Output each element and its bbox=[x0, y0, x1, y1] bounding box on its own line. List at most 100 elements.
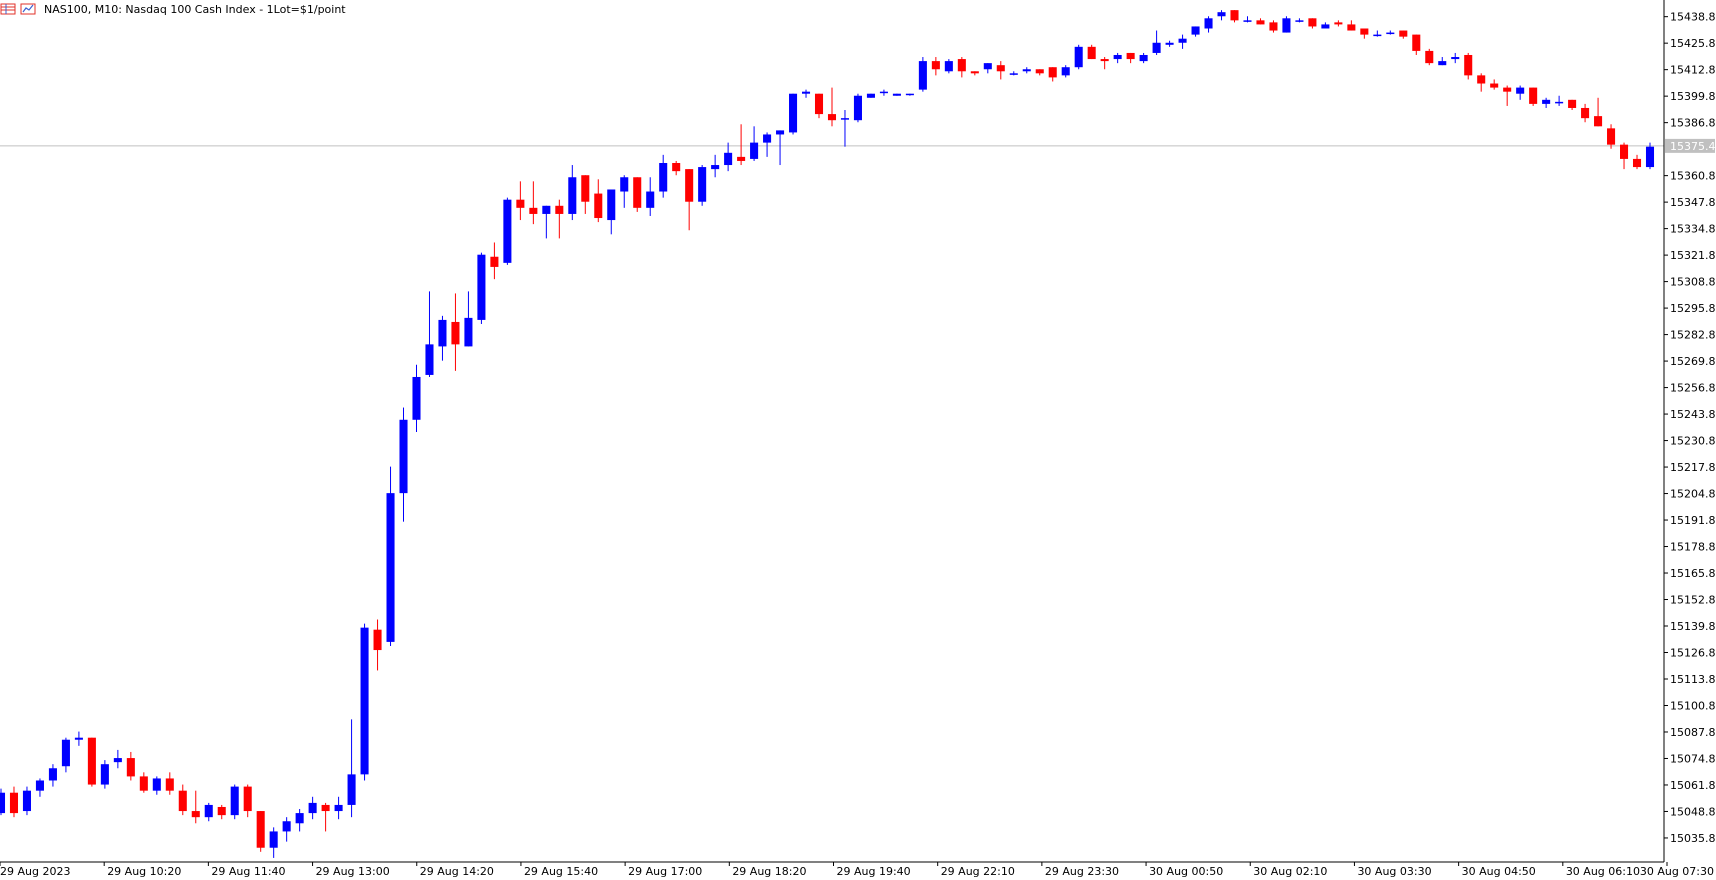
y-tick-label: 15061.8 bbox=[1670, 779, 1716, 792]
y-tick-label: 15191.8 bbox=[1670, 514, 1716, 527]
y-tick-label: 15126.8 bbox=[1670, 647, 1716, 660]
candle-body bbox=[1477, 75, 1486, 84]
candle bbox=[282, 817, 291, 842]
candle bbox=[529, 181, 538, 225]
candle bbox=[1087, 44, 1096, 60]
candle-body bbox=[1048, 67, 1057, 78]
candle-body bbox=[1594, 116, 1603, 127]
candle bbox=[918, 57, 927, 92]
candle-body bbox=[1632, 158, 1642, 168]
candle bbox=[48, 764, 57, 787]
candle-body bbox=[282, 821, 291, 832]
candle bbox=[1594, 97, 1603, 127]
x-tick-label: 29 Aug 11:40 bbox=[211, 865, 285, 878]
candle-body bbox=[191, 811, 200, 818]
candle bbox=[1308, 18, 1317, 29]
candle-body bbox=[646, 191, 655, 208]
candle-body bbox=[1334, 22, 1343, 25]
candle-body bbox=[438, 319, 447, 347]
candle bbox=[451, 293, 460, 371]
candle-body bbox=[217, 806, 226, 816]
candle-body bbox=[905, 93, 914, 96]
candle bbox=[0, 788, 6, 816]
candle bbox=[1256, 18, 1265, 25]
candle-body bbox=[672, 162, 681, 172]
candle-body bbox=[1100, 59, 1109, 62]
candle-body bbox=[1009, 73, 1018, 75]
y-tick-label: 15321.8 bbox=[1670, 249, 1716, 262]
candle-body bbox=[1321, 24, 1330, 29]
candle bbox=[892, 93, 901, 96]
x-tick-label: 29 Aug 22:10 bbox=[941, 865, 1015, 878]
table-icon[interactable] bbox=[0, 2, 16, 16]
candle-body bbox=[918, 61, 927, 90]
y-tick-label: 15269.8 bbox=[1670, 355, 1716, 368]
y-tick-label: 15399.8 bbox=[1670, 90, 1716, 103]
candle-body bbox=[542, 205, 551, 214]
candle bbox=[490, 242, 499, 280]
candle bbox=[1438, 57, 1447, 66]
candle-body bbox=[1204, 18, 1213, 29]
candle-body bbox=[412, 376, 421, 420]
candle-body bbox=[970, 71, 979, 74]
candle bbox=[633, 177, 642, 212]
candle-body bbox=[1464, 54, 1473, 76]
candle-body bbox=[1256, 20, 1265, 25]
candle bbox=[373, 619, 382, 671]
candle bbox=[321, 802, 330, 832]
candle bbox=[516, 181, 525, 221]
candle bbox=[1464, 52, 1473, 80]
candle bbox=[1412, 34, 1421, 55]
candle bbox=[464, 291, 473, 347]
candle bbox=[386, 466, 395, 646]
candle bbox=[594, 179, 603, 223]
candle-body bbox=[464, 317, 473, 347]
candle bbox=[840, 110, 850, 147]
candles bbox=[0, 10, 1655, 858]
candle bbox=[425, 291, 434, 377]
candle bbox=[789, 93, 798, 135]
chart-icon[interactable] bbox=[20, 2, 36, 16]
candle-body bbox=[1308, 18, 1317, 27]
candle-body bbox=[87, 737, 96, 785]
candle-body bbox=[931, 61, 940, 70]
candle bbox=[100, 760, 109, 789]
candle-body bbox=[1074, 46, 1083, 68]
x-tick-label: 29 Aug 14:20 bbox=[420, 865, 494, 878]
candle-body bbox=[776, 130, 785, 135]
candle bbox=[931, 57, 940, 76]
candle-body bbox=[1425, 50, 1434, 64]
candle-body bbox=[1035, 69, 1044, 74]
candle-body bbox=[594, 193, 603, 219]
y-tick-label: 15243.8 bbox=[1670, 408, 1716, 421]
candle bbox=[1607, 124, 1616, 149]
candle-body bbox=[204, 804, 213, 818]
candle bbox=[983, 63, 992, 74]
candle-body bbox=[607, 189, 616, 221]
candle bbox=[646, 177, 655, 216]
candle bbox=[1334, 20, 1343, 27]
candle bbox=[1568, 99, 1577, 111]
y-tick-label: 15217.8 bbox=[1670, 461, 1716, 474]
y-tick-label: 15139.8 bbox=[1670, 620, 1716, 633]
candle-body bbox=[724, 152, 733, 166]
candle bbox=[1490, 79, 1499, 90]
candle bbox=[1074, 44, 1083, 70]
candle-body bbox=[295, 813, 304, 824]
candle-body bbox=[529, 207, 538, 214]
candle bbox=[763, 132, 772, 157]
y-tick-label: 15256.8 bbox=[1670, 382, 1716, 395]
candle-body bbox=[165, 778, 174, 791]
candle bbox=[503, 197, 512, 265]
x-tick-label: 30 Aug 02:10 bbox=[1253, 865, 1327, 878]
candle-body bbox=[1373, 34, 1382, 37]
candle bbox=[139, 772, 148, 793]
candle-body bbox=[1645, 146, 1655, 168]
candle-body bbox=[568, 177, 577, 214]
y-tick-label: 15087.8 bbox=[1670, 726, 1716, 739]
candle-body bbox=[789, 93, 798, 133]
candle bbox=[1555, 95, 1564, 106]
y-tick-label: 15152.8 bbox=[1670, 594, 1716, 607]
candle bbox=[113, 749, 122, 769]
